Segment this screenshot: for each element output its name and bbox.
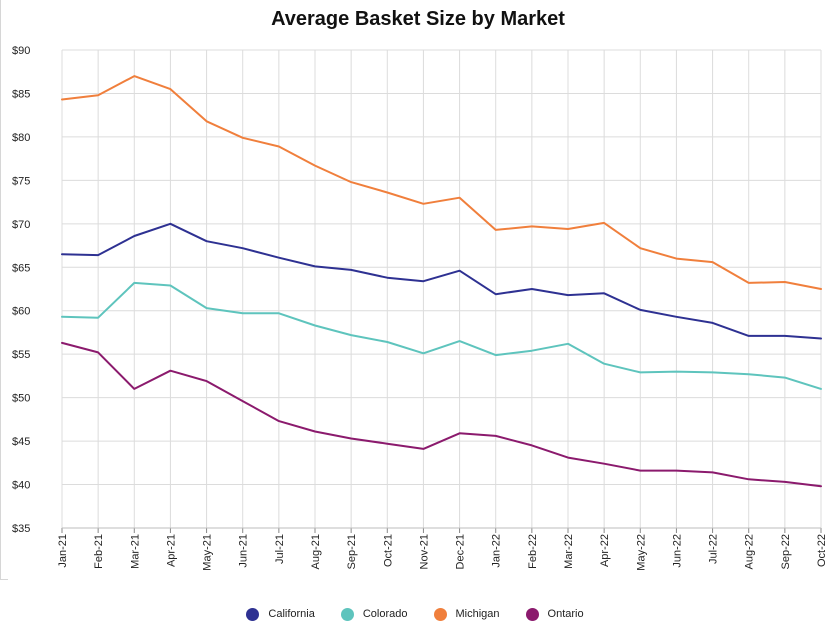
y-tick-label: $75 (12, 175, 30, 187)
x-tick-label: Feb-21 (93, 534, 105, 569)
y-tick-label: $60 (12, 306, 30, 318)
y-tick-label: $85 (12, 88, 30, 100)
y-tick-label: $80 (12, 132, 30, 144)
legend-item-colorado: Colorado (340, 607, 408, 621)
x-tick-label: Jul-22 (708, 534, 720, 564)
x-tick-label: May-22 (635, 534, 647, 571)
legend-item-michigan: Michigan (433, 607, 500, 621)
legend-label: Michigan (455, 608, 500, 620)
x-tick-label: May-21 (202, 534, 214, 571)
x-tick-label: Feb-22 (527, 534, 539, 569)
y-tick-label: $45 (12, 436, 30, 448)
x-tick-label: Aug-22 (744, 534, 756, 569)
legend-item-ontario: Ontario (525, 607, 584, 621)
x-tick-label: Jun-21 (238, 534, 250, 568)
x-tick-label: Apr-22 (599, 534, 611, 567)
x-tick-label: Mar-22 (563, 534, 575, 569)
y-tick-label: $40 (12, 480, 30, 492)
x-tick-label: Apr-21 (165, 534, 177, 567)
y-tick-label: $65 (12, 262, 30, 274)
legend-item-california: California (246, 607, 315, 621)
x-tick-label: Nov-21 (418, 534, 430, 569)
legend-label: Colorado (362, 608, 408, 620)
y-tick-label: $90 (12, 45, 30, 57)
legend-label: Ontario (547, 608, 584, 620)
x-tick-label: Jun-22 (671, 534, 683, 568)
y-tick-label: $70 (12, 219, 30, 231)
series-line-ontario (61, 341, 822, 488)
x-tick-label: Jan-21 (57, 534, 69, 568)
legend-swatch (340, 607, 354, 621)
y-tick-label: $55 (12, 349, 30, 361)
x-tick-label: Mar-21 (129, 534, 141, 569)
series-line-colorado (61, 281, 822, 390)
panel-border (0, 0, 8, 580)
x-tick-label: Jan-22 (491, 534, 503, 568)
x-tick-label: Sep-21 (346, 534, 358, 569)
series-line-michigan (61, 75, 822, 290)
x-tick-label: Dec-21 (455, 534, 467, 569)
series-line-california (61, 222, 822, 340)
y-tick-label: $35 (12, 523, 30, 535)
legend-swatch (525, 607, 539, 621)
x-tick-label: Aug-21 (310, 534, 322, 569)
x-tick-label: Oct-22 (816, 534, 828, 567)
legend-label: California (268, 608, 315, 620)
x-tick-label: Sep-22 (780, 534, 792, 569)
chart-legend: California Colorado Michigan Ontario (0, 606, 830, 622)
legend-swatch (246, 607, 260, 621)
legend-swatch (433, 607, 447, 621)
chart-title: Average Basket Size by Market (271, 8, 565, 30)
y-tick-label: $50 (12, 393, 30, 405)
x-tick-label: Jul-21 (274, 534, 286, 564)
x-tick-label: Oct-21 (382, 534, 394, 567)
